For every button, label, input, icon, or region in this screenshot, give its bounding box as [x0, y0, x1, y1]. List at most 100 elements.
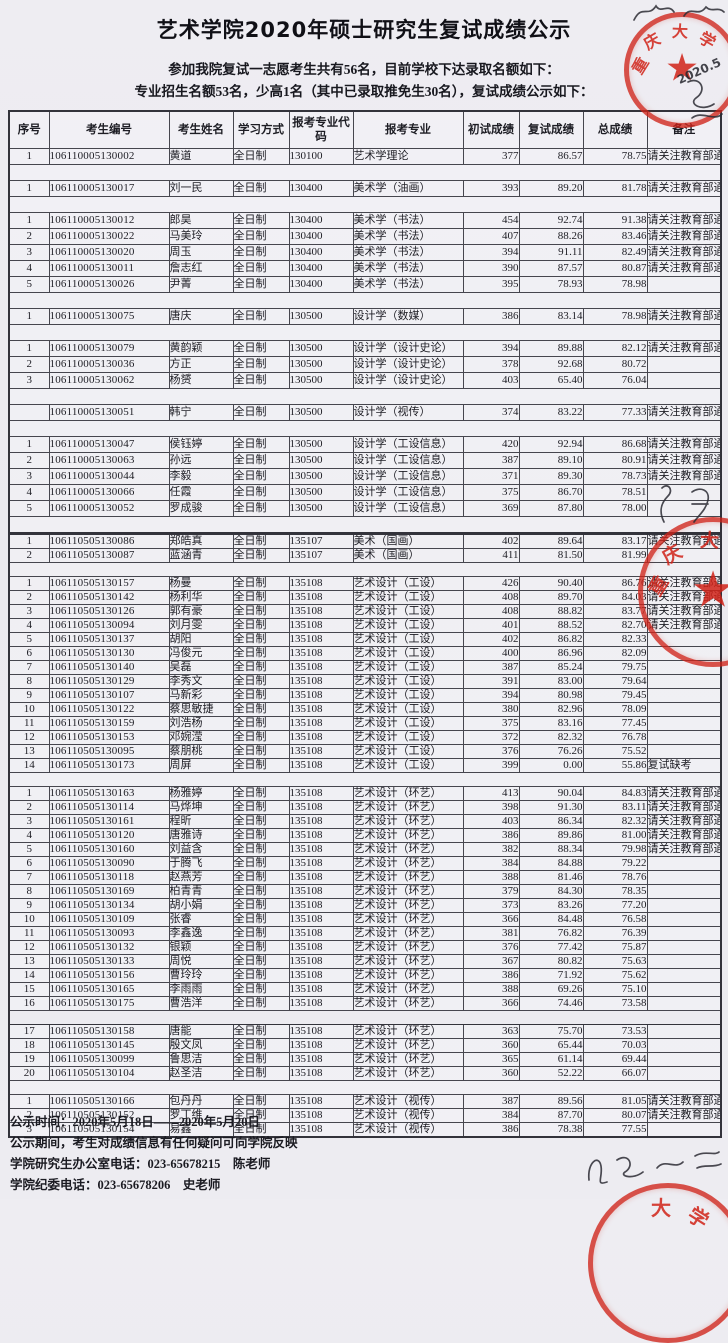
cell-candidate-id: 106110505130094 [48, 618, 170, 633]
cell-candidate-id: 106110005130063 [48, 452, 170, 469]
cell-name: 罗成骏 [168, 500, 234, 517]
cell-seq: 16 [8, 996, 50, 1011]
cell-note: 请关注教育部通知 [646, 148, 722, 165]
cell-major-code: 130400 [288, 276, 354, 293]
cell-name: 罗丁维 [168, 1108, 234, 1123]
cell-retest-score: 69.26 [518, 982, 584, 997]
cell-retest-score: 83.22 [518, 404, 584, 421]
table-row: 1 106110005130012 郎昊 全日制 130400 美术学（书法） 454 92.… [8, 212, 722, 229]
cell-name: 刘月雯 [168, 618, 234, 633]
cell-total-score: 81.00 [582, 828, 648, 843]
cell-retest-score: 86.57 [518, 148, 584, 165]
cell-study-mode: 全日制 [232, 148, 290, 165]
cell-total-score: 78.73 [582, 468, 648, 485]
cell-study-mode: 全日制 [232, 716, 290, 731]
cell-seq: 12 [8, 940, 50, 955]
cell-major-code: 135108 [288, 884, 354, 899]
cell-candidate-id: 106110005130011 [48, 260, 170, 277]
cell-total-score: 77.45 [582, 716, 648, 731]
cell-candidate-id: 106110005130066 [48, 484, 170, 501]
cell-major-code: 135107 [288, 533, 354, 549]
cell-major: 设计学（工设信息） [352, 436, 464, 453]
cell-major: 美术（国画） [352, 533, 464, 549]
cell-total-score: 78.76 [582, 870, 648, 885]
group-separator-row [8, 772, 722, 787]
cell-study-mode: 全日制 [232, 356, 290, 373]
cell-study-mode: 全日制 [232, 800, 290, 815]
cell-study-mode: 全日制 [232, 632, 290, 647]
cell-candidate-id: 106110505130118 [48, 870, 170, 885]
cell-candidate-id: 106110505130140 [48, 660, 170, 675]
intro-paragraph: 参加我院复试一志愿考生共有56名，目前学校下达录取名额如下： 专业招生名额53名，… [0, 59, 728, 103]
table-row: 1 106110005130075 唐庆 全日制 130500 设计学（数媒） 386 83.… [8, 308, 722, 325]
group-separator-row [8, 324, 722, 341]
cell-retest-score: 81.50 [518, 548, 584, 563]
cell-total-score: 75.52 [582, 744, 648, 759]
cell-study-mode: 全日制 [232, 484, 290, 501]
cell-retest-score: 86.96 [518, 646, 584, 661]
cell-initial-score: 394 [462, 244, 520, 261]
cell-major-code: 130500 [288, 404, 354, 421]
cell-major-code: 130500 [288, 372, 354, 389]
cell-major: 艺术设计（环艺） [352, 996, 464, 1011]
cell-initial-score: 402 [462, 632, 520, 647]
cell-initial-score: 372 [462, 730, 520, 745]
cell-seq: 18 [8, 1038, 50, 1053]
cell-seq: 5 [8, 632, 50, 647]
cell-name: 侯钰婷 [168, 436, 234, 453]
cell-major: 设计学（设计史论） [352, 356, 464, 373]
cell-name: 孙远 [168, 452, 234, 469]
table-row: 12 106110505130153 邓婉滢 全日制 135108 艺术设计（工设） 372… [8, 730, 722, 745]
separator-cell [8, 772, 722, 787]
table-row: 18 106110505130145 殷文凤 全日制 135108 艺术设计（环艺） 360… [8, 1038, 722, 1053]
cell-major: 艺术设计（工设） [352, 632, 464, 647]
separator-cell [8, 420, 722, 437]
cell-major-code: 135108 [288, 702, 354, 717]
cell-major-code: 135108 [288, 604, 354, 619]
cell-total-score: 75.87 [582, 940, 648, 955]
cell-candidate-id: 106110005130079 [48, 340, 170, 357]
cell-candidate-id: 106110505130120 [48, 828, 170, 843]
cell-study-mode: 全日制 [232, 968, 290, 983]
cell-candidate-id: 106110505130130 [48, 646, 170, 661]
cell-study-mode: 全日制 [232, 688, 290, 703]
table-row: 15 106110505130165 李雨雨 全日制 135108 艺术设计（环艺） 388… [8, 982, 722, 997]
cell-candidate-id: 106110505130109 [48, 912, 170, 927]
cell-major: 艺术设计（环艺） [352, 842, 464, 857]
cell-candidate-id: 106110505130142 [48, 590, 170, 605]
cell-name: 邓婉滢 [168, 730, 234, 745]
cell-major: 设计学（数媒） [352, 308, 464, 325]
cell-total-score: 79.22 [582, 856, 648, 871]
cell-name: 杨曼 [168, 576, 234, 591]
cell-study-mode: 全日制 [232, 982, 290, 997]
cell-initial-score: 379 [462, 884, 520, 899]
cell-name: 杨雅婷 [168, 786, 234, 801]
table-row: 3 106110505130126 郭有豪 全日制 135108 艺术设计（工设） 408 8… [8, 604, 722, 619]
cell-major: 艺术设计（工设） [352, 688, 464, 703]
table-row: 19 106110505130099 鲁思洁 全日制 135108 艺术设计（环艺） 365… [8, 1052, 722, 1067]
cell-study-mode: 全日制 [232, 533, 290, 549]
cell-major: 艺术设计（视传） [352, 1108, 464, 1123]
cell-note [646, 898, 722, 913]
cell-seq: 9 [8, 688, 50, 703]
cell-study-mode: 全日制 [232, 180, 290, 197]
cell-retest-score: 88.26 [518, 228, 584, 245]
cell-study-mode: 全日制 [232, 212, 290, 229]
cell-seq: 7 [8, 660, 50, 675]
cell-total-score: 81.78 [582, 180, 648, 197]
cell-seq: 2 [8, 452, 50, 469]
column-header: 报考专业代码 [288, 110, 354, 149]
cell-candidate-id: 106110505130087 [48, 548, 170, 563]
cell-total-score: 70.03 [582, 1038, 648, 1053]
cell-name: 郎昊 [168, 212, 234, 229]
cell-seq: 6 [8, 856, 50, 871]
group-separator-row [8, 164, 722, 181]
cell-major-code: 130500 [288, 484, 354, 501]
table-row: 2 106110505130114 马烨坤 全日制 135108 艺术设计（环艺） 398 9… [8, 800, 722, 815]
cell-major-code: 135108 [288, 814, 354, 829]
table-row: 5 106110005130052 罗成骏 全日制 130500 设计学（工设信息） 369… [8, 500, 722, 517]
separator-cell [8, 324, 722, 341]
document-page: 艺术学院2020年硕士研究生复试成绩公示 参加我院复试一志愿考生共有56名，目前… [0, 0, 728, 1199]
cell-seq: 9 [8, 898, 50, 913]
cell-note: 请关注教育部通知 [646, 468, 722, 485]
